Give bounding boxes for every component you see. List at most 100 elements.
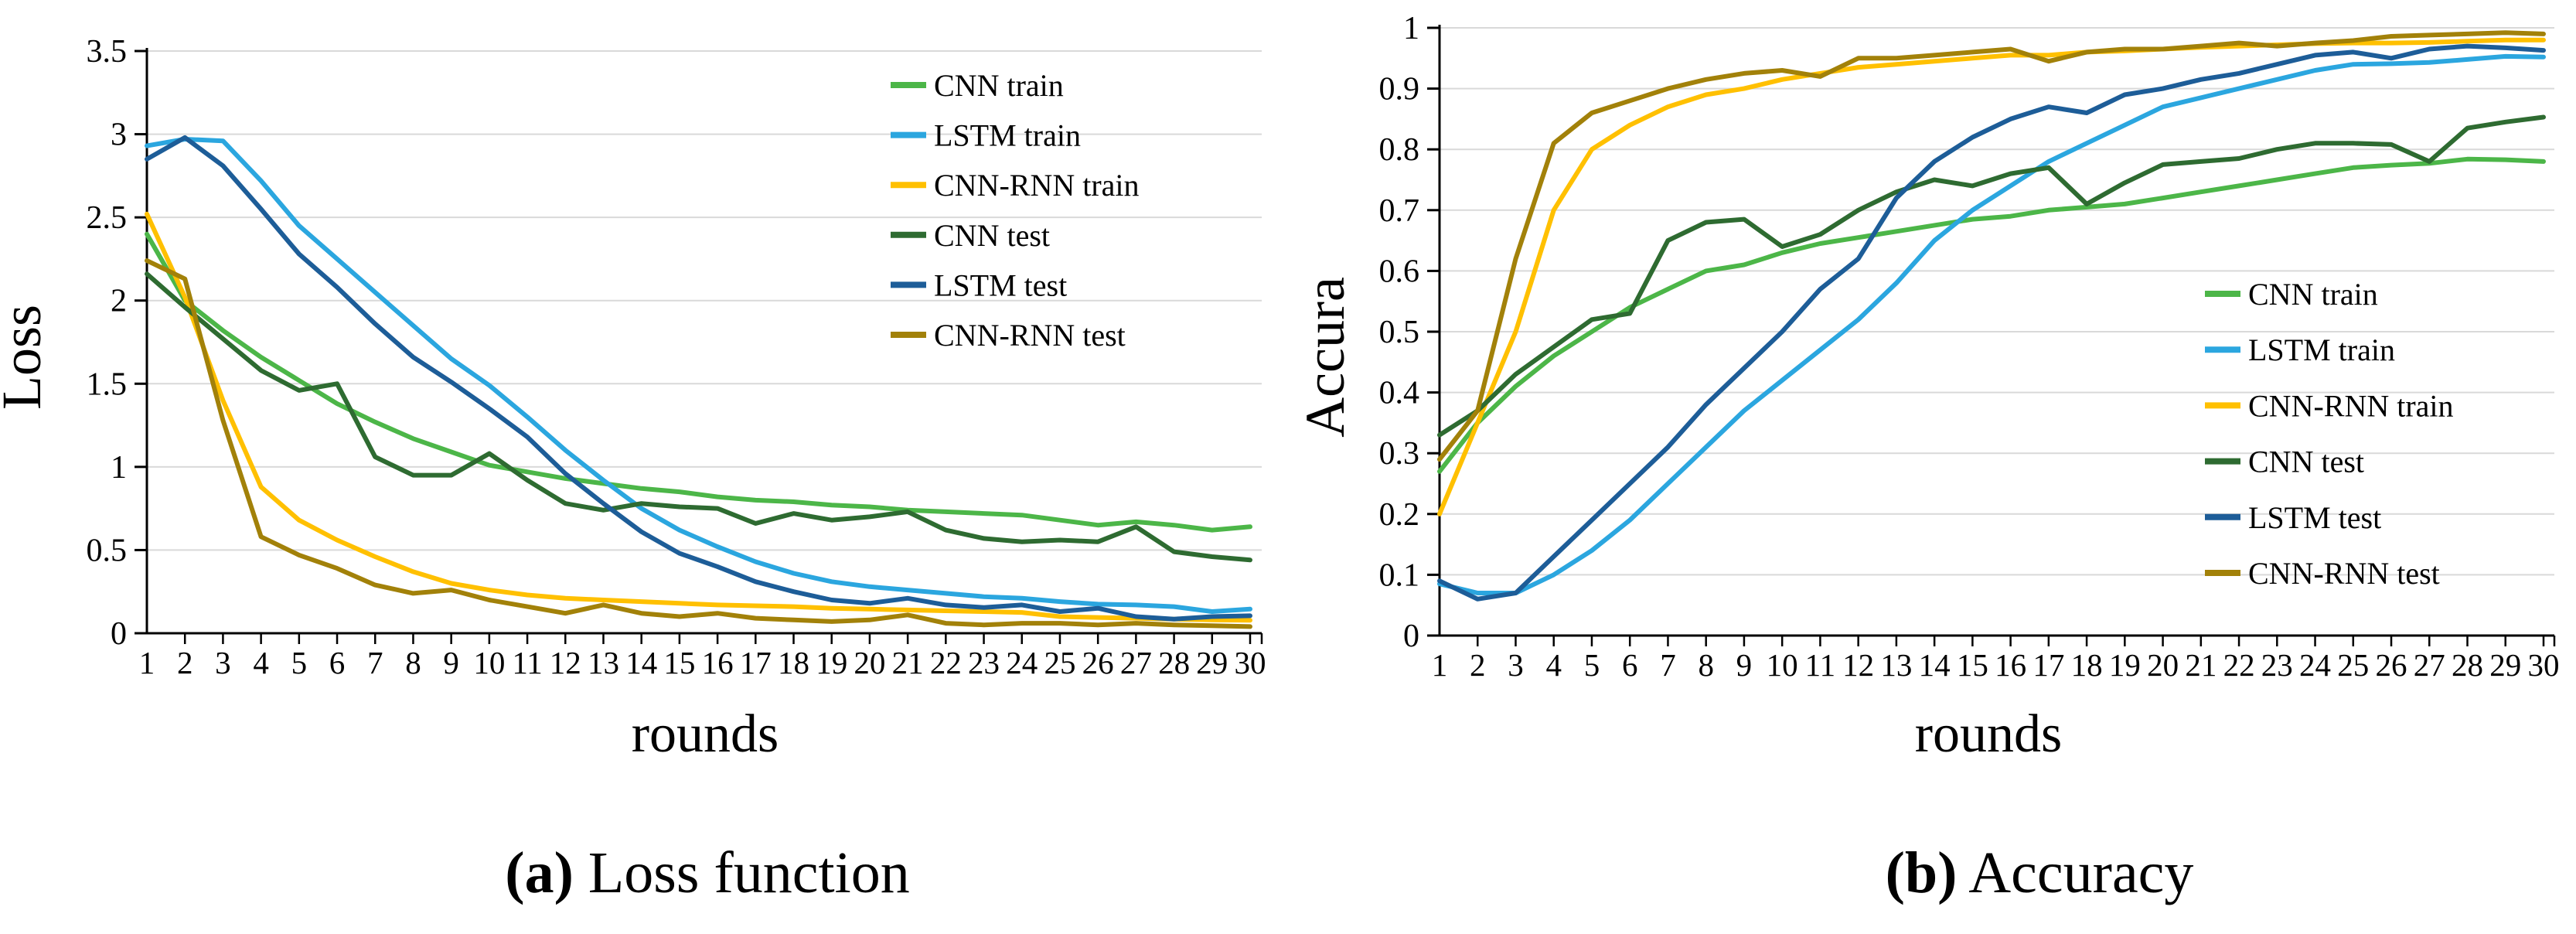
legend-label-cnn-train: CNN train	[934, 68, 1064, 103]
series-line-cnn-train	[145, 231, 1252, 533]
x-tick-label: 15	[1957, 647, 1988, 683]
y-tick-label: 0.5	[1379, 315, 1420, 350]
legend-label-lstm-test: LSTM test	[2248, 500, 2381, 535]
x-tick-label: 10	[473, 645, 505, 680]
series-line-cnn-rnn-test	[1437, 30, 2546, 462]
legend-label-cnn-rnn-test: CNN-RNN test	[934, 318, 1126, 353]
x-tick-label: 5	[291, 645, 308, 680]
x-tick-label: 2	[1470, 647, 1486, 683]
x-tick-label: 1	[1432, 647, 1448, 683]
series-line-cnn-test	[145, 271, 1252, 563]
x-tick-label: 9	[443, 645, 459, 680]
chart-loss: 00.511.522.533.51 2 3 4 5 6 7 8 9 10 11 12 13 14 15 16 1…	[0, 34, 1266, 764]
y-tick-label: 0	[111, 616, 127, 652]
series-line-lstm-train	[145, 137, 1252, 614]
x-tick-label: 28	[1158, 645, 1190, 680]
y-tick-label: 3	[111, 118, 127, 153]
series-line-cnn-test	[1437, 114, 2546, 438]
x-tick-label: 19	[816, 645, 847, 680]
x-tick-label: 3	[1508, 647, 1524, 683]
x-tick-label: 1	[139, 645, 155, 680]
caption-b-text: Accuracy	[1957, 840, 2194, 905]
y-tick-label: 0.9	[1379, 72, 1420, 107]
x-tick-label: 6	[329, 645, 346, 680]
legend-label-cnn-rnn-train: CNN-RNN train	[934, 168, 1140, 203]
x-tick-label: 15	[663, 645, 695, 680]
charts-canvas: 00.511.522.533.51 2 3 4 5 6 7 8 9 10 11 12 13 14 15 16 1…	[0, 11, 2560, 764]
caption-a-text: Loss function	[573, 840, 910, 905]
x-tick-label: 25	[1044, 645, 1075, 680]
x-tick-label: 6	[1622, 647, 1638, 683]
y-axis-title-loss: Loss	[0, 305, 53, 410]
caption-a-label: (a)	[505, 840, 574, 905]
legend-label-cnn-test: CNN test	[2248, 445, 2364, 479]
y-tick-label: 0.6	[1379, 254, 1420, 289]
x-tick-label: 10	[1767, 647, 1798, 683]
legend-item-cnn-train: CNN train	[2205, 277, 2378, 312]
caption-accuracy: (b) Accuracy	[1885, 840, 2194, 906]
y-tick-label: 1.5	[87, 366, 128, 402]
x-tick-label: 26	[2376, 647, 2407, 683]
x-tick-label: 23	[2261, 647, 2293, 683]
legend-label-cnn-rnn-train: CNN-RNN train	[2248, 388, 2454, 423]
caption-loss-function: (a) Loss function	[505, 840, 910, 906]
legend-label-lstm-test: LSTM test	[934, 268, 1067, 302]
x-tick-label: 4	[253, 645, 269, 680]
y-tick-label: 0.1	[1379, 557, 1420, 593]
x-tick-label: 22	[930, 645, 962, 680]
x-tick-label: 8	[1698, 647, 1714, 683]
series-line-cnn-rnn-train	[1437, 37, 2546, 516]
x-tick-label: 22	[2223, 647, 2255, 683]
y-tick-label: 1	[111, 450, 127, 486]
x-tick-label: 27	[1120, 645, 1152, 680]
x-tick-label: 17	[2033, 647, 2064, 683]
x-tick-label: 16	[1995, 647, 2026, 683]
y-tick-label: 2	[111, 284, 127, 319]
series-line-cnn-rnn-train	[145, 211, 1252, 623]
x-tick-label: 7	[367, 645, 383, 680]
x-tick-label: 13	[588, 645, 619, 680]
x-tick-label: 17	[740, 645, 772, 680]
x-tick-label: 16	[702, 645, 734, 680]
x-tick-label: 14	[625, 645, 657, 680]
legend: CNN train LSTM train CNN-RNN train CNN test…	[891, 68, 1140, 353]
x-tick-label: 18	[2071, 647, 2103, 683]
legend-label-lstm-train: LSTM train	[934, 118, 1081, 153]
x-tick-label: 12	[550, 645, 581, 680]
x-tick-label: 7	[1660, 647, 1676, 683]
legend-item-cnn-test: CNN test	[2205, 445, 2364, 479]
x-tick-label: 2	[177, 645, 193, 680]
legend-item-cnn-rnn-train: CNN-RNN train	[891, 168, 1140, 203]
x-tick-label: 20	[854, 645, 885, 680]
legend-item-cnn-test: CNN test	[891, 218, 1050, 253]
x-tick-label: 30	[2528, 647, 2560, 683]
x-tick-label: 24	[1006, 645, 1038, 680]
x-tick-label: 18	[778, 645, 809, 680]
x-tick-label: 24	[2299, 647, 2331, 683]
y-tick-label: 3.5	[87, 34, 128, 70]
legend-item-lstm-test: LSTM test	[2205, 500, 2381, 535]
x-tick-label: 21	[2185, 647, 2217, 683]
x-tick-label: 28	[2452, 647, 2483, 683]
legend: CNN train LSTM train CNN-RNN train CNN test…	[2205, 277, 2454, 591]
series-line-lstm-test	[145, 135, 1252, 622]
legend-item-lstm-test: LSTM test	[891, 268, 1067, 302]
chart-accuracy: 00.10.20.30.40.50.60.70.80.911 2 3 4 5 6 7 8 9 10…	[1294, 11, 2560, 764]
x-tick-label: 9	[1736, 647, 1753, 683]
legend-item-cnn-train: CNN train	[891, 68, 1064, 103]
series-line-cnn-rnn-test	[145, 258, 1252, 629]
x-tick-label: 25	[2337, 647, 2369, 683]
y-tick-label: 0.8	[1379, 132, 1420, 168]
legend-item-cnn-rnn-test: CNN-RNN test	[891, 318, 1126, 353]
x-tick-label: 11	[512, 645, 542, 680]
caption-b-label: (b)	[1885, 840, 1958, 905]
y-tick-label: 0.7	[1379, 193, 1420, 229]
legend-item-cnn-rnn-train: CNN-RNN train	[2205, 388, 2454, 423]
x-tick-label: 12	[1842, 647, 1874, 683]
x-tick-label: 20	[2147, 647, 2179, 683]
x-tick-label: 29	[1196, 645, 1228, 680]
series-line-lstm-test	[1437, 43, 2546, 602]
x-tick-label: 30	[1235, 645, 1266, 680]
legend-label-cnn-rnn-test: CNN-RNN test	[2248, 556, 2440, 591]
